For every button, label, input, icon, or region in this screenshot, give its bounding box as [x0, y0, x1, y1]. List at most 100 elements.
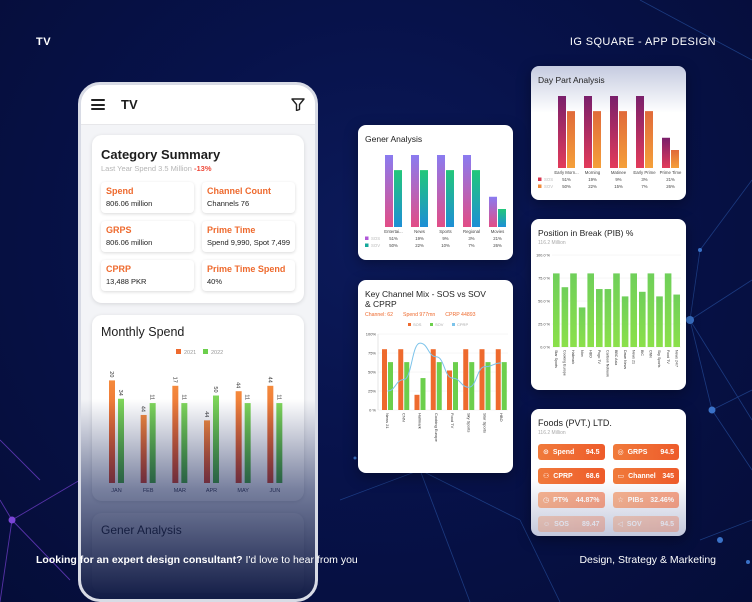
stat-label: Spend — [106, 186, 134, 196]
tile-spend[interactable]: ⊙ Spend 94.5 — [538, 444, 605, 460]
tile-value: 32.46% — [650, 496, 674, 504]
stat-label: GRPS — [106, 225, 132, 235]
legend-swatch-sov — [538, 184, 542, 188]
stat-value: 40% — [207, 277, 223, 286]
key-channel-mix-title: Key Channel Mix - SOS vs SOV & CPRP — [365, 289, 486, 310]
y-tick-label: 50.0 % — [538, 300, 550, 304]
footer-cta-bold: Looking for an expert design consultant? — [36, 554, 243, 566]
pib-subtitle: 116.2 Million — [538, 240, 566, 246]
day-part-chart: Early Morn... 51% 50% Morning 19% 22% Matinee 9… — [538, 96, 682, 189]
tile-label: SOV — [626, 520, 642, 528]
grps-icon: ◎ — [617, 449, 624, 456]
x-tick-label: Regional — [463, 229, 480, 234]
person-icon: ☺ — [543, 520, 551, 528]
x-tick-label: Movies — [491, 229, 505, 234]
bar-sov — [567, 111, 575, 168]
stat-grps[interactable]: GRPS 806.06 million — [101, 221, 194, 252]
bar-sov — [420, 378, 426, 410]
gener-analysis-title: Gener Analysis — [365, 134, 423, 144]
sos-value: 19% — [415, 236, 424, 241]
stat-prime-time-spend[interactable]: Prime Time Spend 40% — [202, 260, 295, 291]
sov-value: 50% — [562, 184, 571, 189]
tile-sov[interactable]: ◁ SOV 94.5 — [612, 516, 679, 532]
x-tick-label: News 21 — [631, 350, 635, 364]
x-tick-label: Star Sports — [483, 413, 488, 433]
x-tick-label: Morning — [585, 170, 601, 175]
foods-card: Foods (PVT.) LTD. 116.2 Million ⊙ Spend 94… — [531, 409, 686, 536]
x-tick-label: CNN — [649, 350, 653, 358]
bar-sos — [385, 155, 393, 227]
data-label-2021: 20 — [108, 371, 114, 377]
bar-sov — [498, 209, 506, 227]
legend-label-sov: SOV — [371, 243, 380, 248]
users-icon: ⚇ — [543, 473, 550, 480]
x-tick-label: Food TV — [666, 350, 670, 364]
position-in-break-card: Position in Break (PIB) % 116.2 Million … — [531, 219, 686, 390]
bar-pib — [656, 296, 663, 347]
foods-tiles: ⊙ Spend 94.5 ◎ GRPS 94.5 ⚇ CPRP 68.6 ▭ Channel 3… — [531, 436, 686, 536]
stat-cprp[interactable]: CPRP 13,488 PKR — [101, 260, 194, 291]
category-summary-card: Category Summary Last Year Spend 3.5 Mil… — [92, 135, 304, 303]
y-tick-label: 0 % — [369, 408, 376, 413]
monitor-icon: ▭ — [617, 473, 625, 480]
cprp-value: CPRP 44893 — [445, 312, 476, 319]
y-tick-label: 50% — [368, 370, 376, 375]
x-tick-label: Sky Sports — [466, 413, 471, 432]
stat-channel-count[interactable]: Channel Count Channels 76 — [202, 182, 295, 213]
app-title: TV — [121, 97, 138, 112]
tile-label: PT% — [553, 496, 569, 504]
x-tick-label: HBO — [588, 350, 592, 358]
stat-spend[interactable]: Spend 806.06 million — [101, 182, 194, 213]
bar-sos — [463, 155, 471, 227]
change-badge: -13% — [194, 164, 212, 173]
cprp-line — [387, 342, 502, 392]
category-summary-subtitle: Last Year Spend 3.5 Million -13% — [101, 164, 295, 173]
x-tick-label: Food TV — [450, 413, 455, 429]
footer-tagline: Design, Strategy & Marketing — [579, 554, 716, 566]
stat-prime-time[interactable]: Prime Time Spend 9,990, Spot 7,499 — [202, 221, 295, 252]
filter-icon[interactable] — [291, 98, 305, 111]
tile-pibs[interactable]: ☆ PIBs 32.46% — [612, 492, 679, 508]
sos-value: 21% — [666, 177, 675, 182]
header-left-label: TV — [36, 36, 52, 48]
tile-cprp[interactable]: ⚇ CPRP 68.6 — [538, 468, 605, 484]
bar-pib — [664, 273, 672, 347]
stat-value: Spend 9,990, Spot 7,499 — [207, 238, 290, 247]
tile-value: 94.5 — [660, 448, 674, 456]
tile-sos[interactable]: ☺ SOS 89.47 — [538, 516, 605, 532]
sov-value: 22% — [588, 184, 597, 189]
bar-sos — [584, 96, 592, 168]
bar-sos — [495, 349, 501, 410]
tile-channel[interactable]: ▭ Channel 345 — [612, 468, 679, 484]
sos-value: 9% — [442, 236, 448, 241]
menu-icon[interactable] — [91, 99, 105, 110]
tile-pt[interactable]: ◷ PT% 44.87% — [538, 492, 605, 508]
foods-title: Foods (PVT.) LTD. — [538, 418, 612, 428]
footer-cta-rest: I'd love to hear from you — [245, 554, 358, 566]
x-tick-label: Early Morn... — [554, 170, 578, 175]
bar-sov — [388, 362, 393, 410]
legend-swatch-sos — [538, 177, 542, 181]
money-bag-icon: ⊙ — [543, 449, 549, 456]
bar-sov — [472, 170, 480, 227]
pib-chart: 0.0 % 25.0 % 50.0 % 75.0 % 100.0 % Star Sport… — [536, 254, 681, 377]
pib-title: Position in Break (PIB) % — [538, 228, 634, 238]
legend-label-sov: SOV — [544, 184, 553, 189]
bar-sov — [394, 170, 402, 227]
bar-pib — [621, 296, 629, 347]
sos-value: 51% — [389, 236, 398, 241]
bar-sov — [593, 111, 601, 168]
bar-sos — [489, 196, 497, 227]
sos-value: 19% — [588, 177, 597, 182]
tile-grps[interactable]: ◎ GRPS 94.5 — [612, 444, 679, 460]
gener-analysis-card: Gener Analysis Entertai... 51% 50% News 19% 2… — [358, 125, 513, 260]
sos-value: 51% — [562, 177, 571, 182]
bar-sov — [420, 170, 428, 227]
legend-label-sov: SOV — [435, 322, 444, 327]
legend-swatch-sov — [430, 323, 433, 326]
monthly-spend-title: Monthly Spend — [101, 325, 185, 339]
foods-subtitle: 116.2 Million — [538, 430, 566, 436]
stat-label: Channel Count — [207, 186, 271, 196]
tile-label: PIBs — [627, 496, 644, 504]
bar-sov — [619, 111, 627, 168]
